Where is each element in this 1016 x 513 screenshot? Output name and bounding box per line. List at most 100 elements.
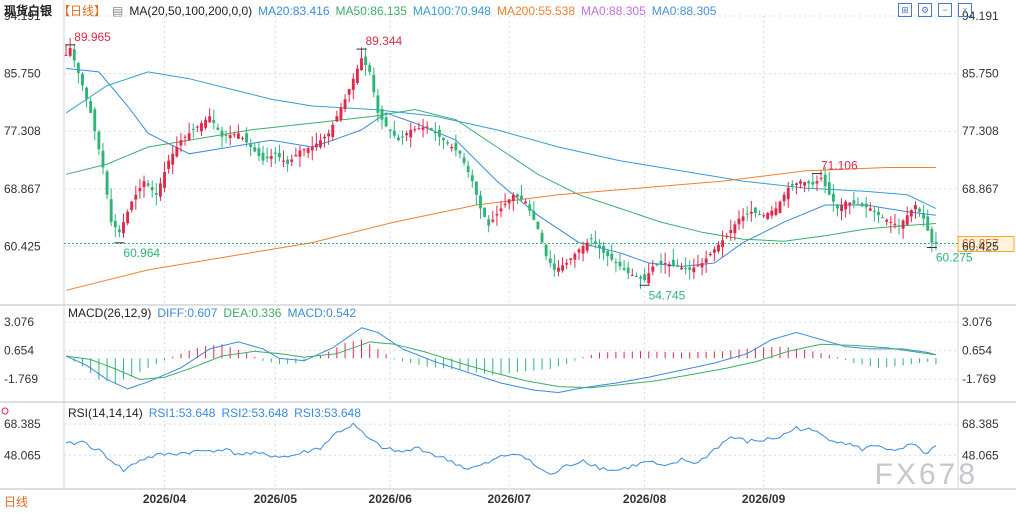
date-axis-label: 2026/06: [369, 492, 413, 506]
candle-body: [692, 267, 696, 273]
candle-body: [89, 101, 93, 113]
candle-body: [265, 156, 269, 159]
candle-body: [179, 140, 183, 146]
candle-body: [639, 276, 642, 279]
candle-body: [885, 219, 889, 222]
candle-body: [708, 253, 712, 256]
candle-body: [610, 253, 614, 260]
candle-body: [109, 199, 113, 223]
candle-body: [823, 174, 827, 187]
candle-body: [429, 128, 433, 130]
rsi-line: [65, 422, 937, 475]
grid-icon[interactable]: ⊞: [898, 3, 912, 17]
candle-body: [688, 267, 692, 270]
candle-body: [405, 133, 409, 136]
period-label[interactable]: 【日线】: [58, 4, 107, 18]
candle-body: [446, 142, 450, 144]
ma0-label-a: MA0:88.305: [581, 4, 646, 18]
rsi-tick-right: 68.385: [962, 417, 999, 431]
low-annotation: 54.745: [649, 288, 686, 302]
candle-body: [261, 152, 265, 161]
ma100-line: [65, 71, 937, 209]
macd-tick-left: 0.654: [4, 344, 34, 358]
candle-body: [187, 133, 191, 141]
candle-body: [438, 129, 441, 137]
settings-icon[interactable]: ⚙: [918, 3, 932, 17]
candle-body: [224, 134, 228, 136]
candle-body: [310, 146, 314, 151]
last-price-tag-text: 60.857: [962, 237, 999, 251]
ma20-line: [66, 68, 936, 268]
candle-body: [659, 260, 663, 265]
candle-body: [729, 230, 733, 234]
candle-body: [548, 258, 552, 264]
candle-body: [749, 211, 753, 214]
candle-body: [195, 126, 199, 128]
candle-body: [725, 235, 729, 237]
ma200-label: MA200:55.538: [496, 4, 576, 18]
candle-body: [737, 218, 741, 225]
macd-dea-label: DEA:0.336: [223, 306, 282, 320]
candle-body: [364, 56, 368, 66]
candle-body: [323, 136, 326, 139]
candle-body: [474, 181, 478, 195]
candle-body: [220, 130, 224, 137]
macd-hist-label: MACD:0.542: [287, 306, 357, 320]
candle-body: [335, 116, 339, 122]
candle-body: [758, 214, 761, 216]
price-tick-left: 94.191: [4, 9, 41, 23]
minimize-icon[interactable]: −: [938, 3, 952, 17]
candle-body: [269, 156, 273, 159]
candle-body: [130, 201, 134, 211]
candle-body: [626, 267, 630, 274]
ma50-line: [65, 108, 936, 242]
candle-body: [368, 65, 372, 72]
candle-body: [163, 172, 166, 188]
candle-body: [540, 232, 544, 243]
candle-body: [585, 242, 589, 251]
candle-body: [913, 205, 917, 210]
candle-body: [552, 263, 556, 270]
ma-settings-icon[interactable]: ▤: [112, 4, 124, 18]
candle-body: [909, 210, 913, 217]
candle-body: [253, 147, 257, 152]
high-annotation: 89.965: [74, 30, 111, 44]
candle-body: [655, 263, 659, 266]
candle-body: [803, 182, 807, 186]
candle-body: [376, 95, 380, 113]
candle-body: [770, 210, 774, 216]
candle-body: [450, 146, 454, 149]
candle-body: [618, 261, 622, 267]
price-tick-right: 60.425: [962, 239, 999, 253]
candle-body: [113, 220, 117, 228]
candle-body: [622, 268, 626, 270]
close-icon[interactable]: ×: [958, 3, 972, 17]
candle-body: [614, 262, 618, 264]
candle-body: [782, 194, 786, 202]
rsi-layer: [65, 422, 937, 475]
candle-body: [138, 187, 142, 192]
macd-diff-line: [65, 327, 937, 394]
date-axis-label: 2026/07: [488, 492, 532, 506]
candle-body: [700, 263, 704, 268]
candle-body: [511, 194, 515, 202]
candle-body: [68, 48, 72, 56]
candle-body: [319, 140, 322, 148]
rsi2-label: RSI2:53.648: [221, 406, 289, 420]
date-axis-label: 2026/05: [254, 492, 298, 506]
candle-body: [360, 58, 363, 71]
watermark-logo: FX678: [874, 458, 978, 491]
period-tab[interactable]: 日线: [4, 495, 29, 509]
candle-body: [881, 217, 885, 219]
candle-body: [331, 124, 335, 137]
candle-body: [786, 187, 790, 200]
ma-params-label[interactable]: MA(20,50,100,200,0,0): [129, 4, 253, 18]
candle-body: [154, 192, 158, 195]
candle-body: [64, 54, 68, 56]
candle-body: [827, 182, 831, 195]
candle-body: [314, 143, 318, 148]
candle-body: [241, 137, 244, 139]
candle-body: [762, 215, 766, 217]
